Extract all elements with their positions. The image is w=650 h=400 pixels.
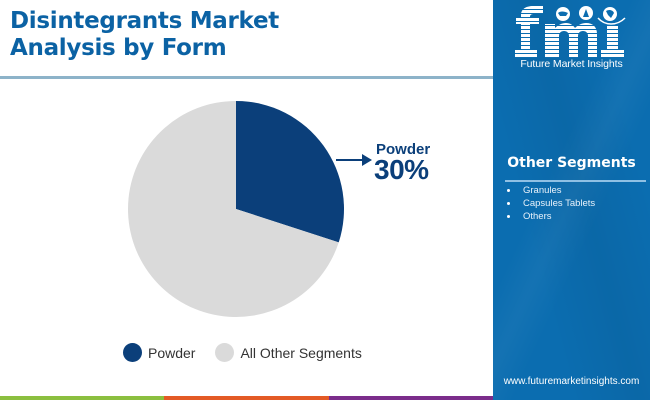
bottom-bar-orange [164, 396, 329, 400]
bottom-bar-purple [328, 396, 493, 400]
pie-chart: Powder 30% [128, 101, 431, 318]
legend-dot-other [215, 343, 235, 362]
bullet-icon [507, 202, 510, 205]
pie-slices [128, 101, 344, 318]
segment-label: Granules [523, 185, 562, 196]
other-segments-title: Other Segments [507, 155, 636, 171]
chart-title: Disintegrants Market Analysis by Form [10, 8, 279, 62]
chart-legend: Powder All Other Segments [123, 343, 382, 362]
segment-item: Capsules Tablets [507, 197, 595, 210]
segment-item: Others [507, 210, 595, 223]
legend-label-powder: Powder [148, 344, 196, 361]
bottom-bar-green [0, 396, 165, 400]
legend-label-other: All Other Segments [240, 344, 362, 361]
callout-value: 30% [374, 154, 429, 185]
pie-slice-powder [236, 101, 344, 243]
bullet-icon [507, 215, 510, 218]
title-divider [0, 76, 493, 79]
segment-label: Others [523, 211, 552, 222]
bullet-icon [507, 189, 510, 192]
callout-label: Powder [376, 141, 431, 158]
segments-divider [505, 180, 646, 182]
logo-subtitle: Future Market Insights [520, 58, 623, 70]
bottom-color-bar [0, 396, 493, 400]
chart-title-line2: Analysis by Form [10, 35, 227, 61]
legend-item-powder: Powder [123, 343, 195, 362]
legend-dot-powder [123, 343, 142, 362]
fmi-logo-icon [515, 6, 626, 58]
website-link[interactable]: www.futuremarketinsights.com [503, 376, 640, 387]
panel-texture [493, 0, 650, 400]
callout-arrow-icon [362, 154, 372, 166]
segment-label: Capsules Tablets [523, 198, 596, 209]
side-panel: Future Market Insights Other Segments Gr… [493, 0, 650, 400]
legend-item-other: All Other Segments [215, 343, 362, 362]
pie-svg [128, 101, 372, 318]
pie-slice-all-other-segments [128, 101, 339, 318]
chart-title-line1: Disintegrants Market [10, 8, 279, 34]
other-segments-list: Granules Capsules Tablets Others [507, 184, 595, 223]
segment-item: Granules [507, 184, 595, 197]
